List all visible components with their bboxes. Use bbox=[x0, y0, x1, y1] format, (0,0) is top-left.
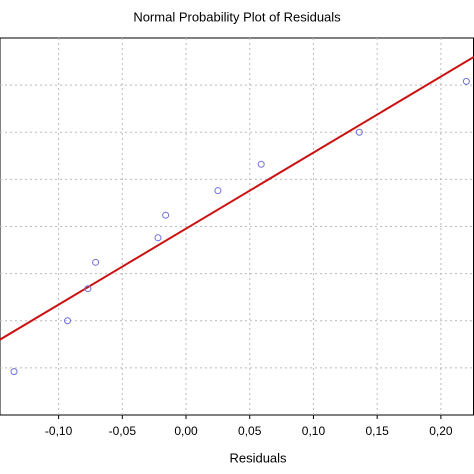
point bbox=[10, 368, 18, 376]
fit-line bbox=[0, 55, 474, 341]
x-tick-label: 0,05 bbox=[238, 424, 262, 438]
x-tick-label: -0,05 bbox=[109, 424, 137, 438]
point bbox=[154, 234, 162, 242]
x-tick-label: 0,10 bbox=[302, 424, 326, 438]
point bbox=[257, 160, 265, 168]
point bbox=[92, 258, 100, 266]
x-axis-label: Residuals bbox=[229, 450, 287, 465]
x-tick-label: 0,20 bbox=[429, 424, 453, 438]
point bbox=[214, 187, 222, 195]
x-tick-label: 0,15 bbox=[365, 424, 389, 438]
x-tick-label: -0,10 bbox=[45, 424, 73, 438]
point bbox=[462, 77, 470, 85]
point bbox=[84, 285, 92, 293]
point bbox=[64, 317, 72, 325]
point bbox=[355, 128, 363, 136]
chart-title: Normal Probability Plot of Residuals bbox=[133, 9, 341, 24]
x-tick-label: 0,00 bbox=[174, 424, 198, 438]
point bbox=[162, 211, 170, 219]
